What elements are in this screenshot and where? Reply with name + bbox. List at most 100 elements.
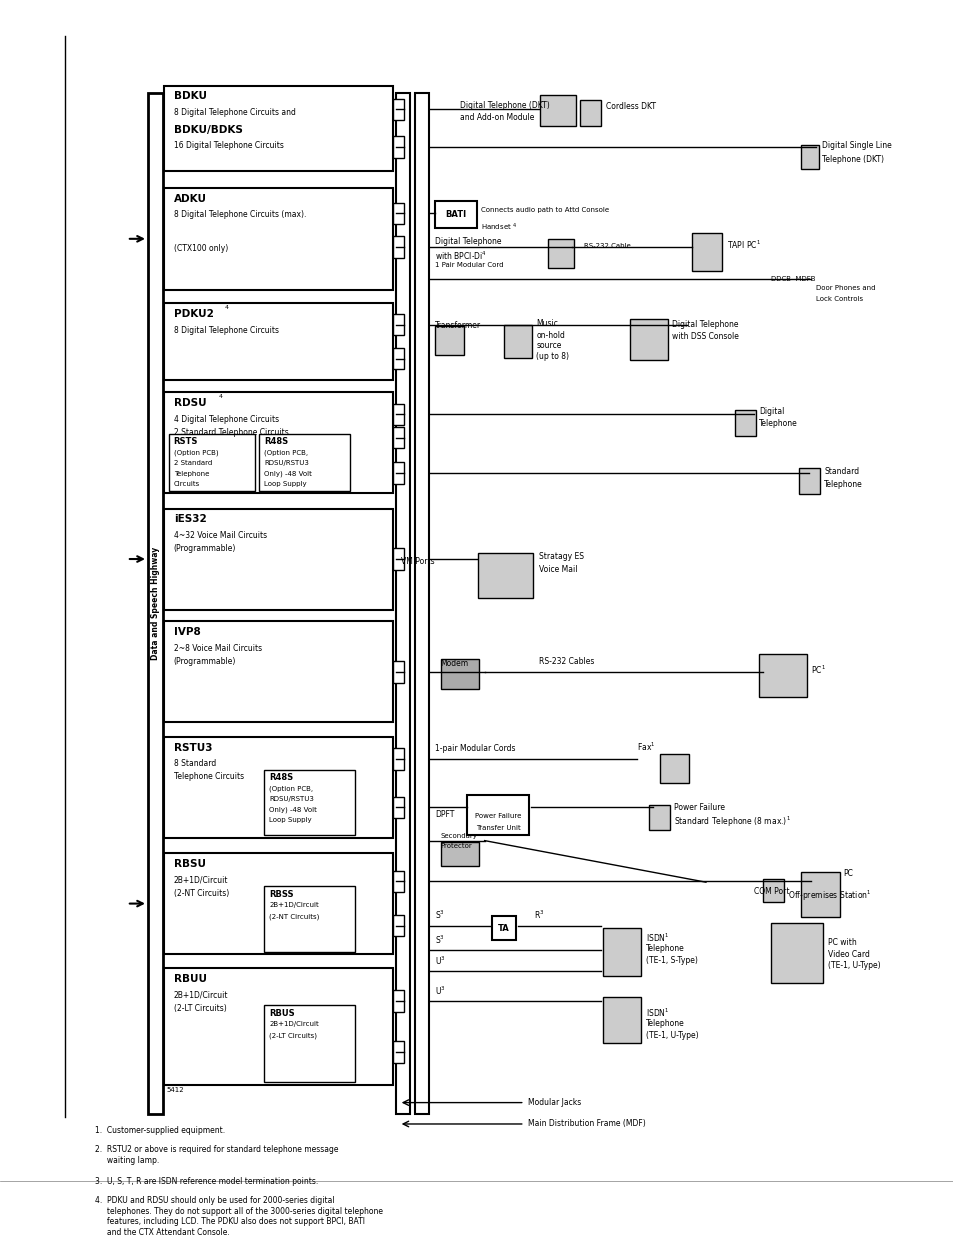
Text: 8 Digital Telephone Circuits (max).: 8 Digital Telephone Circuits (max). [173, 210, 306, 220]
Bar [393, 462, 404, 484]
Bar [393, 915, 404, 936]
Text: RBUS: RBUS [269, 1009, 294, 1018]
Bar [393, 548, 404, 569]
Text: 2B+1D/Circuit: 2B+1D/Circuit [269, 902, 318, 908]
Bar [393, 990, 404, 1011]
Text: 4: 4 [218, 394, 222, 399]
Text: 1-pair Modular Cords: 1-pair Modular Cords [435, 743, 515, 753]
Text: VM Ports: VM Ports [401, 557, 435, 566]
Bar [691, 232, 721, 270]
Text: 2~8 Voice Mail Circuits: 2~8 Voice Mail Circuits [173, 643, 261, 653]
Text: S$^3$: S$^3$ [435, 934, 444, 946]
Text: (TE-1, U-Type): (TE-1, U-Type) [827, 961, 880, 971]
Bar [659, 755, 688, 783]
Text: Standard: Standard [823, 467, 859, 475]
Text: Transformer: Transformer [435, 321, 480, 330]
Text: RBSS: RBSS [269, 890, 294, 899]
Bar [264, 1005, 355, 1082]
Text: 2 Standard Telephone Circuits: 2 Standard Telephone Circuits [173, 427, 288, 437]
Text: Video Card: Video Card [827, 950, 869, 958]
Text: BDKU/BDKS: BDKU/BDKS [173, 125, 242, 135]
Text: Digital Single Line: Digital Single Line [821, 141, 891, 151]
Bar [393, 797, 404, 818]
Text: PC with: PC with [827, 937, 856, 947]
Text: 1.  Customer-supplied equipment.: 1. Customer-supplied equipment. [95, 1126, 225, 1135]
Bar [259, 433, 350, 490]
Text: COM Port: COM Port [753, 887, 788, 897]
Text: with DSS Console: with DSS Console [671, 332, 738, 341]
Bar [415, 93, 429, 1114]
Text: Modular Jacks: Modular Jacks [527, 1098, 580, 1107]
Text: Only) -48 Volt: Only) -48 Volt [264, 471, 312, 477]
Text: 2 Standard: 2 Standard [173, 459, 212, 466]
Bar [393, 748, 404, 769]
Text: DPFT: DPFT [435, 810, 454, 819]
Text: DDCB  MDFB: DDCB MDFB [770, 275, 815, 282]
Text: S$^3$: S$^3$ [435, 909, 444, 921]
Bar [393, 1041, 404, 1063]
Bar [547, 238, 574, 268]
Bar [467, 795, 529, 835]
Text: R48S: R48S [269, 773, 293, 783]
Text: RDSU/RSTU3: RDSU/RSTU3 [264, 459, 309, 466]
Text: 2B+1D/Circuit: 2B+1D/Circuit [173, 990, 228, 1000]
Bar [734, 410, 755, 436]
Text: (2-LT Circuits): (2-LT Circuits) [269, 1032, 316, 1039]
Text: Protector: Protector [440, 844, 472, 848]
Text: (TE-1, U-Type): (TE-1, U-Type) [645, 1031, 698, 1040]
Bar [393, 203, 404, 224]
Text: Telephone: Telephone [173, 471, 209, 477]
Text: U$^3$: U$^3$ [435, 986, 445, 998]
Bar [393, 314, 404, 335]
Text: (up to 8): (up to 8) [536, 352, 569, 361]
Text: RSTS: RSTS [173, 437, 198, 446]
Text: Standard Telephone (8 max.)$^1$: Standard Telephone (8 max.)$^1$ [673, 814, 790, 829]
Text: 4~32 Voice Mail Circuits: 4~32 Voice Mail Circuits [173, 531, 267, 540]
Text: RDSU: RDSU [173, 398, 206, 408]
Text: Telephone: Telephone [823, 480, 862, 489]
Text: Telephone: Telephone [645, 1019, 684, 1028]
Text: (Option PCB): (Option PCB) [173, 450, 218, 456]
Text: Cordless DKT: Cordless DKT [605, 103, 655, 111]
Text: U$^3$: U$^3$ [435, 955, 445, 967]
Text: Modem: Modem [440, 659, 468, 668]
Bar [648, 805, 669, 830]
Text: TA: TA [497, 924, 509, 932]
Text: 4: 4 [225, 305, 229, 310]
Text: on-hold: on-hold [536, 331, 564, 340]
Bar [164, 509, 393, 610]
Text: 8 Digital Telephone Circuits and: 8 Digital Telephone Circuits and [173, 109, 295, 117]
Text: Digital Telephone: Digital Telephone [435, 237, 501, 247]
Bar [393, 348, 404, 369]
Bar [602, 929, 640, 976]
Bar [164, 391, 393, 493]
Text: ISDN$^1$: ISDN$^1$ [645, 1007, 669, 1019]
Bar [393, 661, 404, 683]
Text: Digital Telephone: Digital Telephone [671, 320, 738, 329]
Text: Secondary: Secondary [440, 834, 477, 840]
Text: 2B+1D/Circuit: 2B+1D/Circuit [269, 1020, 318, 1026]
Text: (Programmable): (Programmable) [173, 545, 235, 553]
Bar [539, 95, 576, 126]
Text: Telephone: Telephone [759, 419, 798, 429]
Text: ADKU: ADKU [173, 194, 207, 204]
Text: with BPCI-Di$^4$: with BPCI-Di$^4$ [435, 249, 486, 262]
Bar [393, 99, 404, 120]
Text: RSTU3: RSTU3 [173, 742, 212, 752]
Text: 8 Standard: 8 Standard [173, 760, 215, 768]
Text: Telephone Circuits: Telephone Circuits [173, 772, 244, 782]
Text: 4 Digital Telephone Circuits: 4 Digital Telephone Circuits [173, 415, 278, 424]
Bar [164, 621, 393, 722]
Text: Main Distribution Frame (MDF): Main Distribution Frame (MDF) [527, 1119, 644, 1129]
Text: Circuits: Circuits [173, 482, 200, 487]
Bar [762, 878, 783, 903]
Text: iES32: iES32 [173, 515, 206, 525]
Bar [440, 658, 478, 689]
Text: 2B+1D/Circuit: 2B+1D/Circuit [173, 876, 228, 884]
Bar [148, 93, 163, 1114]
Text: (Option PCB,: (Option PCB, [264, 450, 308, 456]
Text: 2.  RSTU2 or above is required for standard telephone message
     waiting lamp.: 2. RSTU2 or above is required for standa… [95, 1145, 338, 1165]
Text: RBUU: RBUU [173, 974, 207, 984]
Text: IVP8: IVP8 [173, 627, 200, 637]
Bar [393, 427, 404, 448]
